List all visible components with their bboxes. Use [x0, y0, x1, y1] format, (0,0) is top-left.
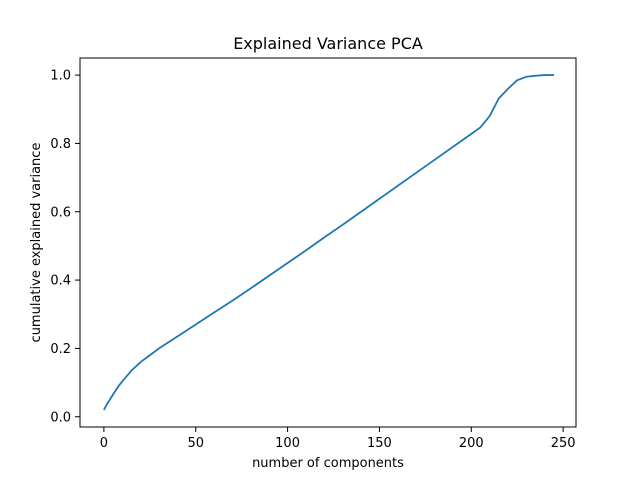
y-tick-label: 0.0	[50, 410, 71, 425]
y-tick-label: 0.4	[50, 274, 71, 289]
plot-series	[103, 74, 554, 411]
y-axis-label: cumulative explained variance	[29, 143, 44, 343]
x-tick-label: 100	[275, 436, 300, 451]
y-tick-label: 0.8	[50, 137, 71, 152]
y-tick-label: 0.6	[50, 205, 71, 220]
y-tick-label: 0.2	[50, 342, 71, 357]
axes-frame	[79, 57, 577, 428]
x-axis-ticks: 0 50 100 150 200 250	[100, 427, 576, 451]
y-axis-ticks: 0.0 0.2 0.4 0.6 0.8 1.0	[50, 69, 80, 425]
x-tick-label: 200	[459, 436, 484, 451]
x-tick-label: 0	[100, 436, 108, 451]
cumulative-variance-line	[103, 74, 554, 411]
x-tick-label: 150	[367, 436, 392, 451]
x-tick-label: 250	[551, 436, 576, 451]
x-axis-label: number of components	[252, 456, 404, 471]
y-tick-label: 1.0	[50, 69, 71, 84]
chart-title: Explained Variance PCA	[233, 34, 423, 53]
x-tick-label: 50	[187, 436, 204, 451]
